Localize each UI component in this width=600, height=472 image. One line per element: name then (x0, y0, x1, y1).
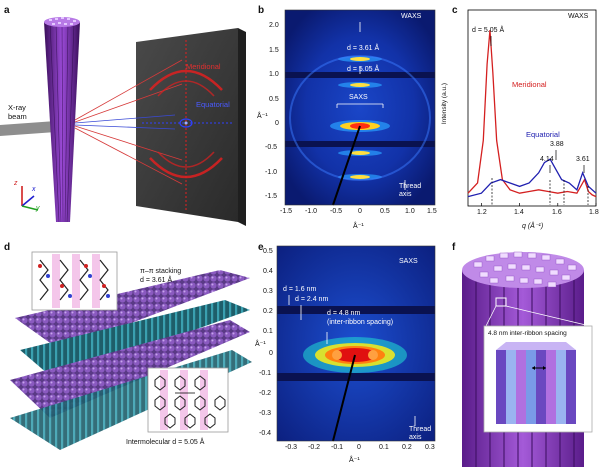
inter-ribbon-label: (inter-ribbon spacing) (327, 319, 394, 326)
panel-c-chart: WAXS d = 5.05 Å Meridional Equatorial 3.… (441, 0, 600, 235)
saxs-image (276, 245, 436, 442)
b-ytick: 1.5 (269, 47, 279, 54)
c-ylabel: Intensity (a.u.) (441, 82, 449, 125)
xray-setup-illustration (0, 17, 246, 226)
meridional-label-c: Meridional (512, 80, 547, 89)
panel-e-saxs-pattern: SAXS d = 1.6 nm d = 2.4 nm d = 4.8 nm (i… (255, 240, 450, 467)
inter-ribbon-spacing-label: 4.8 nm inter-ribbon spacing (488, 330, 567, 337)
b-xtick: 0.5 (380, 208, 390, 215)
e-xtick: -0.2 (308, 444, 321, 451)
c-xtick: 1.6 (552, 209, 562, 216)
waxs-image (284, 9, 436, 206)
thread-axis-b-1: Thread (399, 183, 422, 190)
panel-label-b: b (258, 5, 265, 16)
d-16-label: d = 1.6 nm (283, 286, 317, 293)
b-xtick: -1.0 (305, 208, 318, 215)
equatorial-label-a: Equatorial (196, 100, 230, 109)
axis-y-label: y (36, 205, 40, 212)
e-ytick: -0.4 (259, 430, 272, 437)
e-ylabel: Å⁻¹ (255, 341, 266, 348)
b-ytick: -1.0 (265, 169, 278, 176)
panel-a-schematic: X-ray beam Meridional Equatorial z x y (0, 0, 255, 235)
e-ytick: 0.4 (263, 268, 273, 275)
axis-z-label: z (14, 180, 18, 187)
b-ytick: 2.0 (269, 22, 279, 29)
panel-label-c: c (452, 5, 458, 16)
panel-label-f: f (452, 242, 456, 253)
panel-b-waxs-pattern: WAXS d = 3.61 Å d = 5.05 Å SAXS Thread a… (255, 0, 450, 235)
peak-414-label: 4.14 (540, 156, 554, 163)
waxs-label-c: WAXS (568, 13, 589, 20)
e-xtick: -0.1 (331, 444, 344, 451)
peak-505-label: d = 5.05 Å (472, 27, 505, 34)
panel-f-bundle-model: 4.8 nm inter-ribbon spacing (450, 240, 600, 467)
xray-label-line2: beam (8, 112, 27, 121)
panel-d-molecular-model: π–π stacking d = 3.61 Å Intermolecular d… (0, 240, 255, 467)
thread-axis-e-2: axis (409, 434, 422, 441)
pi-stacking-label-2: d = 3.61 Å (140, 277, 173, 284)
fiber-bundle (44, 22, 80, 222)
intermolecular-label: Intermolecular d = 5.05 Å (126, 439, 205, 446)
c-xlabel: q (Å⁻¹) (522, 223, 544, 230)
d-24-label: d = 2.4 nm (295, 296, 329, 303)
e-ytick: -0.2 (259, 390, 272, 397)
pi-stacking-label-1: π–π stacking (140, 268, 182, 275)
panel-label-d: d (4, 242, 11, 253)
e-ytick: -0.3 (259, 410, 272, 417)
panel-label-e: e (258, 242, 264, 253)
c-xtick: 1.8 (589, 209, 599, 216)
b-xtick: -1.5 (280, 208, 293, 215)
fiber-bundle-cross-section (462, 251, 593, 467)
b-xtick: -0.5 (330, 208, 343, 215)
e-ytick: 0 (269, 350, 273, 357)
e-ytick: 0.3 (263, 288, 273, 295)
e-ytick: 0.5 (263, 248, 273, 255)
e-ytick: 0.1 (263, 328, 273, 335)
b-xlabel: Å⁻¹ (353, 223, 364, 230)
b-ytick: 1.0 (269, 71, 279, 78)
e-xtick: 0.2 (402, 444, 412, 451)
e-ytick: -0.1 (259, 370, 272, 377)
b-xtick: 1.0 (405, 208, 415, 215)
b-ytick: 0 (275, 120, 279, 127)
waxs-label-b: WAXS (401, 13, 422, 20)
d-361-label: d = 3.61 Å (347, 45, 380, 52)
e-xlabel: Å⁻¹ (349, 457, 360, 464)
b-xtick: 0 (358, 208, 362, 215)
panel-label-a: a (4, 5, 10, 16)
b-xtick: 1.5 (427, 208, 437, 215)
e-ytick: 0.2 (263, 308, 273, 315)
c-xtick: 1.2 (477, 209, 487, 216)
saxs-label-e: SAXS (399, 258, 418, 265)
e-xtick: 0.3 (425, 444, 435, 451)
b-ytick: -0.5 (265, 144, 278, 151)
e-xtick: -0.3 (285, 444, 298, 451)
series-line-meridional (467, 29, 597, 198)
equatorial-label-c: Equatorial (526, 130, 560, 139)
detector-plate (136, 28, 238, 222)
peak-361-label: 3.61 (576, 156, 590, 163)
thread-axis-e-1: Thread (409, 426, 432, 433)
e-xtick: 0.1 (379, 444, 389, 451)
axis-x-label: x (32, 186, 36, 193)
e-xtick: 0 (357, 444, 361, 451)
d-505-label: d = 5.05 Å (347, 66, 380, 73)
meridional-label-a: Meridional (186, 62, 221, 71)
plot-frame (467, 9, 597, 207)
series-line-equatorial (467, 158, 597, 198)
axes-gizmo (21, 186, 39, 211)
thread-axis-b-2: axis (399, 191, 412, 198)
peak-388-label: 3.88 (550, 141, 564, 148)
intensity-chart (467, 9, 597, 207)
b-ytick: 0.5 (269, 96, 279, 103)
d-48-label: d = 4.8 nm (327, 310, 361, 317)
b-ylabel: Å⁻¹ (257, 113, 268, 120)
c-xtick: 1.4 (514, 209, 524, 216)
ribbon-stack-illustration (10, 251, 252, 450)
b-ytick: -1.5 (265, 193, 278, 200)
xray-label-line1: X-ray (8, 103, 26, 112)
saxs-label-b: SAXS (349, 94, 368, 101)
